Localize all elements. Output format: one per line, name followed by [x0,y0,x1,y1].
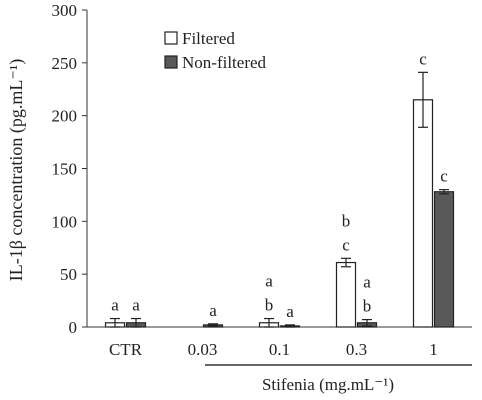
y-tick-label: 250 [52,54,78,73]
legend-label-0: Filtered [182,29,235,48]
bar-1 [433,191,455,328]
significance-label: c [419,49,427,68]
y-tick-label: 50 [60,265,77,284]
significance-label: c [342,235,350,254]
significance-label: a [132,296,140,315]
y-axis: 0 50 100 150 200 250 300 [52,1,87,337]
legend-swatch-1 [164,55,178,69]
significance-label: a [286,302,294,321]
x-tick-label: 0.3 [346,340,367,359]
y-tick-label: 300 [52,1,78,20]
significance-label: a [209,301,217,320]
y-tick-label: 100 [52,212,78,231]
legend-swatch-0 [164,31,178,45]
x-tick-label: 1 [429,340,438,359]
group-label: Stifenia (mg.mL⁻¹) [262,375,394,394]
significance-label: b [363,297,372,316]
x-tick-label: CTR [109,340,143,359]
significance-label: b [342,211,351,230]
y-axis-label: IL-1β concentration (pg.mL⁻¹) [6,59,27,281]
legend-label-1: Non-filtered [182,53,267,72]
bar-0 [335,261,357,328]
significance-label: a [111,296,119,315]
y-tick-label: 150 [52,160,78,179]
bar-0 [412,99,434,328]
x-tick-label: 0.03 [188,340,218,359]
significance-label: a [265,272,273,291]
x-axis: CTR 0.03 0.1 0.3 1 [109,340,438,359]
significance-label: b [265,296,274,315]
legend: Filtered Non-filtered [164,29,267,72]
significance-label: a [363,273,371,292]
x-tick-label: 0.1 [269,340,290,359]
y-tick-label: 200 [52,107,78,126]
y-tick-label: 0 [69,318,78,337]
significance-label: c [440,167,448,186]
